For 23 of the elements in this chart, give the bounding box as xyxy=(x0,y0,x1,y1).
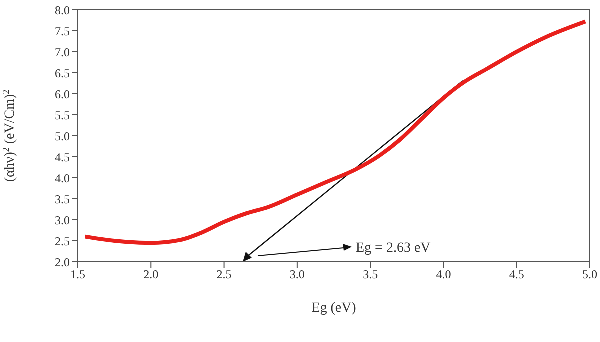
y-tick-label: 8.0 xyxy=(55,3,70,18)
y-tick-label: 7.5 xyxy=(55,24,70,38)
y-tick-label: 6.5 xyxy=(55,66,70,80)
x-tick-label: 1.5 xyxy=(70,268,86,282)
x-tick-label: 2.5 xyxy=(216,268,232,282)
y-tick-label: 6.0 xyxy=(55,87,70,102)
x-tick-label: 3.0 xyxy=(290,268,305,282)
y-tick-label: 5.0 xyxy=(55,129,70,144)
y-tick-label: 5.5 xyxy=(55,108,70,122)
y-tick-label: 2.0 xyxy=(55,255,70,270)
y-tick-label: 4.5 xyxy=(55,150,70,164)
x-tick-label: 4.0 xyxy=(436,268,452,282)
y-tick-label: 2.5 xyxy=(55,234,70,248)
x-tick-label: 4.5 xyxy=(509,268,524,282)
y-tick-label: 3.5 xyxy=(55,192,70,206)
x-axis-title: Eg (eV) xyxy=(312,301,357,316)
y-tick-label: 4.0 xyxy=(55,171,70,186)
annotation: Eg = 2.63 eV xyxy=(356,241,431,256)
x-tick-label: 5.0 xyxy=(582,268,598,282)
y-tick-label: 7.0 xyxy=(55,45,70,60)
x-tick-label: 3.5 xyxy=(363,268,378,282)
x-tick-label: 2.0 xyxy=(144,268,159,282)
y-tick-label: 3.0 xyxy=(55,213,70,228)
